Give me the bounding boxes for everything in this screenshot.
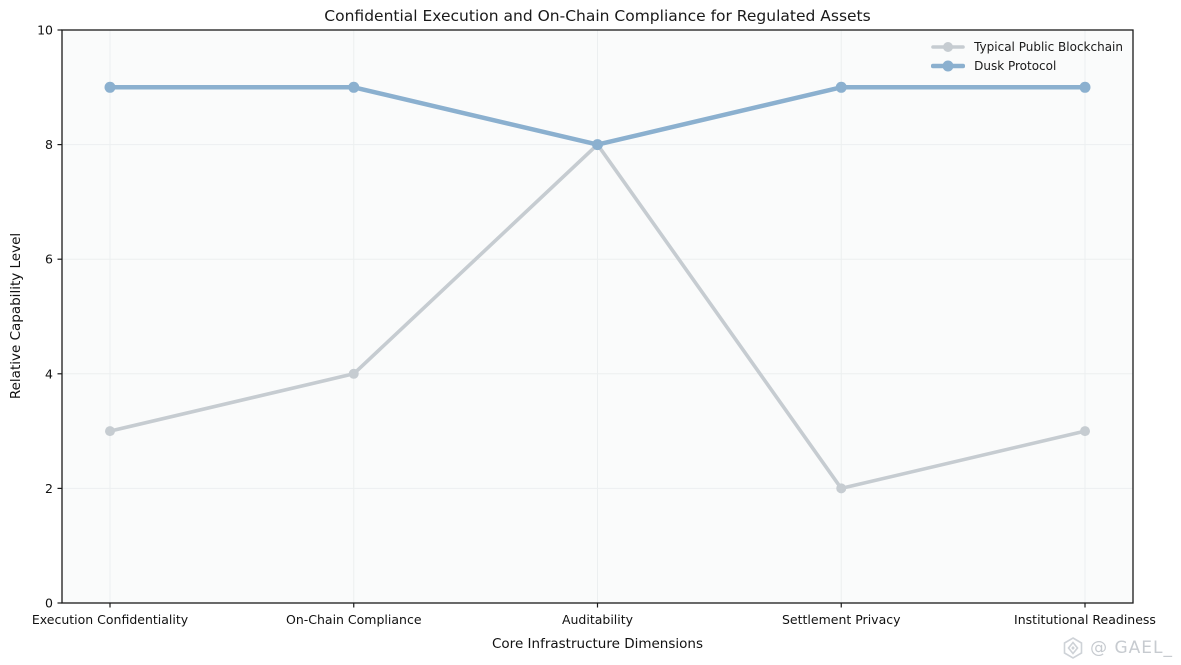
gael-diamond-logo-icon (1063, 637, 1083, 659)
y-axis-label: Relative Capability Level (8, 232, 24, 400)
x-tick-label-execution-confidentiality: Execution Confidentiality (32, 612, 189, 627)
data-point-typical-public-blockchain-institutional-readiness (1080, 426, 1090, 437)
data-point-dusk-protocol-auditability (592, 139, 603, 151)
legend-sample-marker (943, 42, 954, 52)
data-point-dusk-protocol-on-chain-compliance (348, 81, 360, 93)
y-tick-label: 6 (45, 252, 53, 267)
legend-label: Typical Public Blockchain (974, 40, 1123, 54)
legend-sample-marker (942, 60, 954, 72)
x-tick-label-settlement-privacy: Settlement Privacy (782, 612, 901, 627)
legend-entry-typical-public-blockchain: Typical Public Blockchain (931, 40, 1123, 54)
watermark-text: @ GAEL_ (1090, 638, 1173, 658)
watermark: @ GAEL_ (1062, 637, 1173, 659)
data-point-dusk-protocol-institutional-readiness (1079, 81, 1091, 93)
data-point-typical-public-blockchain-execution-confidentiality (105, 426, 115, 437)
x-tick-label-institutional-readiness: Institutional Readiness (1014, 612, 1156, 627)
data-point-typical-public-blockchain-settlement-privacy (836, 483, 847, 494)
x-axis-label: Core Infrastructure Dimensions (492, 636, 703, 652)
legend-entry-dusk-protocol: Dusk Protocol (931, 59, 1123, 73)
legend: Typical Public Blockchain Dusk Protocol (931, 40, 1123, 73)
chart-title: Confidential Execution and On-Chain Comp… (324, 7, 871, 25)
y-tick-label: 8 (45, 137, 53, 152)
y-tick-label: 2 (45, 481, 53, 496)
data-point-dusk-protocol-execution-confidentiality (104, 81, 116, 93)
legend-line-sample-icon (931, 42, 965, 52)
data-point-dusk-protocol-settlement-privacy (835, 81, 847, 93)
legend-label: Dusk Protocol (974, 59, 1057, 73)
y-tick-label: 10 (37, 23, 53, 38)
x-tick-label-auditability: Auditability (562, 612, 634, 627)
y-tick-label: 0 (45, 596, 53, 611)
data-point-typical-public-blockchain-on-chain-compliance (348, 368, 359, 379)
y-tick-label: 4 (45, 366, 53, 381)
x-tick-label-on-chain-compliance: On-Chain Compliance (286, 612, 422, 627)
legend-line-sample-icon (931, 60, 966, 72)
